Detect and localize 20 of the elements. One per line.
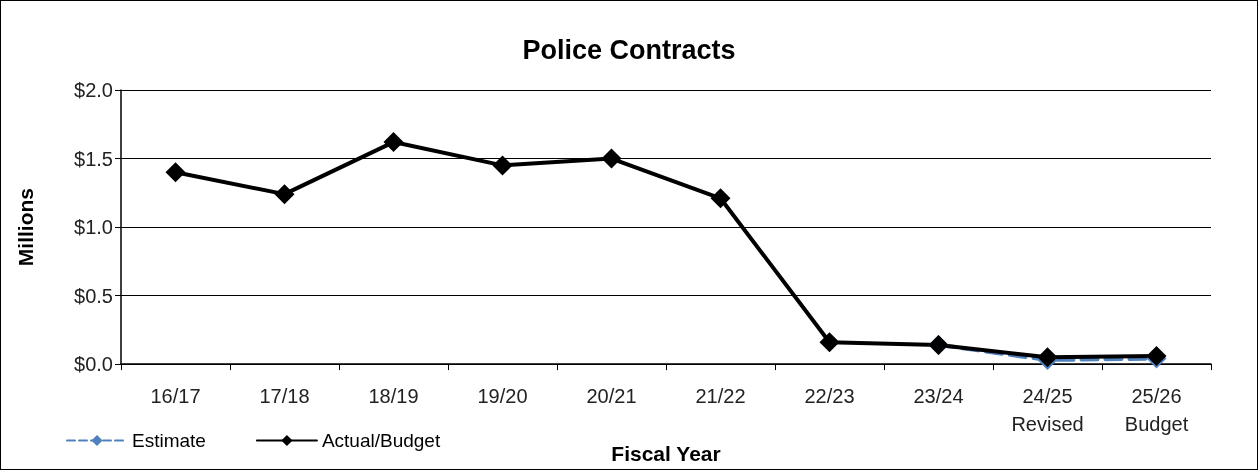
y-axis-title: Millions xyxy=(14,187,37,267)
x-tick-label: 23/24 xyxy=(913,385,964,408)
x-tick-label: 21/22 xyxy=(695,385,746,408)
y-tick-label: $1.5 xyxy=(74,147,113,170)
x-tick-label: 24/25 Revised xyxy=(1011,385,1084,436)
x-tick-label: 18/19 xyxy=(368,385,419,408)
x-axis-title: Fiscal Year xyxy=(611,442,721,465)
legend-label: Actual/Budget xyxy=(321,430,441,451)
y-tick-label: $2.0 xyxy=(74,79,113,101)
x-tick-label: 22/23 xyxy=(804,385,855,408)
x-tick-label: 17/18 xyxy=(259,385,310,408)
x-tick-label: 25/26 Budget xyxy=(1124,385,1189,436)
chart-title: Police Contracts xyxy=(522,34,736,65)
legend-label: Estimate xyxy=(132,430,206,451)
x-tick-label: 19/20 xyxy=(477,385,528,408)
y-tick-label: $0.0 xyxy=(74,353,113,376)
x-tick-label: 20/21 xyxy=(586,385,637,408)
y-tick-label: $1.0 xyxy=(74,216,113,239)
y-tick-label: $0.5 xyxy=(74,284,113,307)
x-tick-label: 16/17 xyxy=(150,385,201,408)
